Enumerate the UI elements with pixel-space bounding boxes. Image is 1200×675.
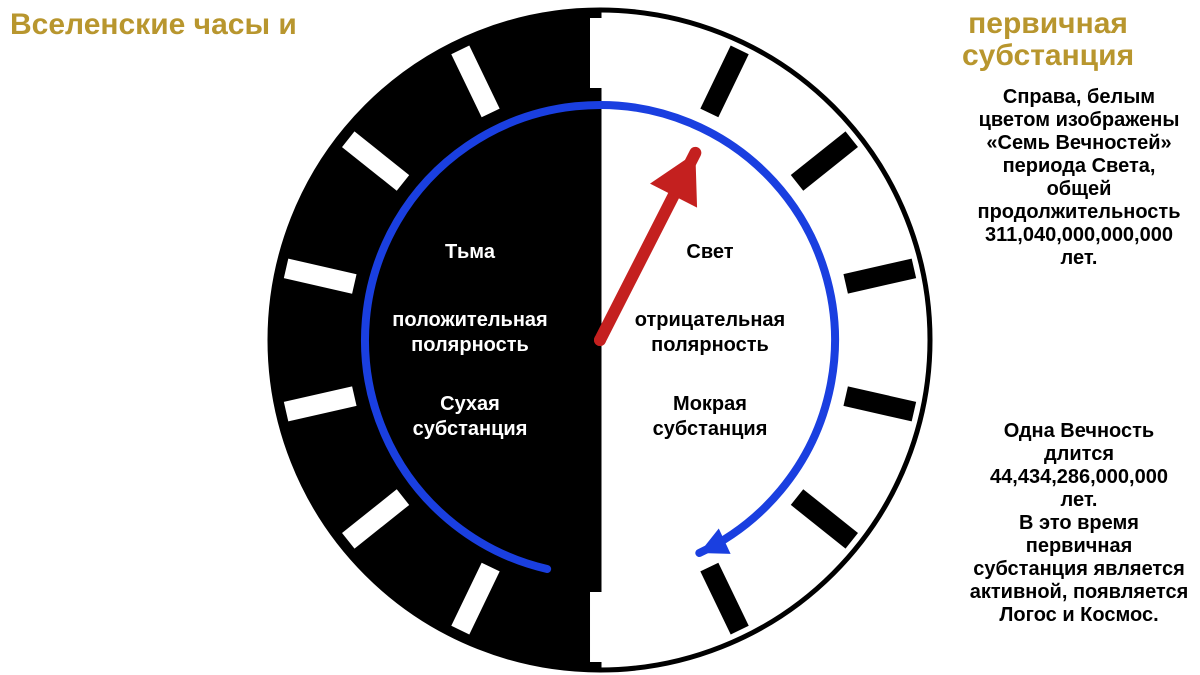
side-text-line: лет. — [964, 489, 1194, 512]
side-text-line: периода Света, — [964, 155, 1194, 178]
inner-label-right: Мокраясубстанция — [600, 392, 820, 442]
inner-label-left: Тьма — [360, 240, 580, 265]
side-text-line: длится — [964, 443, 1194, 466]
side-text-lower: Одна Вечностьдлится44,434,286,000,000лет… — [964, 420, 1194, 627]
side-text-line: первичная — [964, 535, 1194, 558]
side-text-line: общей — [964, 178, 1194, 201]
side-text-line: продолжительность — [964, 201, 1194, 224]
side-text-line: цветом изображены — [964, 109, 1194, 132]
side-text-line: 311,040,000,000,000 — [964, 224, 1194, 247]
side-text-upper: Справа, белымцветом изображены«Семь Вечн… — [964, 86, 1194, 270]
inner-label-right: отрицательнаяполярность — [600, 308, 820, 358]
title-right: первичная субстанция — [962, 8, 1134, 71]
side-text-line: Справа, белым — [964, 86, 1194, 109]
side-text-line: субстанция является — [964, 558, 1194, 581]
side-text-line: «Семь Вечностей» — [964, 132, 1194, 155]
inner-label-left: положительнаяполярность — [360, 308, 580, 358]
title-left: Вселенские часы и — [10, 8, 297, 41]
side-text-line: активной, появляется — [964, 581, 1194, 604]
title-right-line2: субстанция — [962, 39, 1134, 72]
side-text-line: 44,434,286,000,000 — [964, 466, 1194, 489]
title-right-line1: первичная — [968, 7, 1128, 40]
side-text-line: лет. — [964, 247, 1194, 270]
inner-label-left: Сухаясубстанция — [360, 392, 580, 442]
inner-label-right: Свет — [600, 240, 820, 265]
side-text-line: Логос и Космос. — [964, 604, 1194, 627]
side-text-line: В это время — [964, 512, 1194, 535]
side-text-line: Одна Вечность — [964, 420, 1194, 443]
